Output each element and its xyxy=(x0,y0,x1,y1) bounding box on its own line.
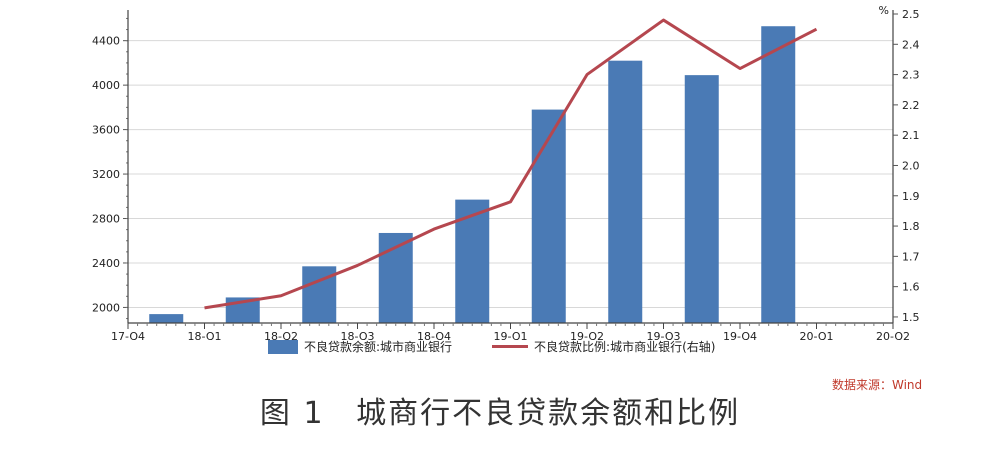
bar-19-Q4 xyxy=(684,75,719,324)
y-left-tick-label: 3600 xyxy=(92,124,120,137)
y-right-tick-label: 1.5 xyxy=(902,311,920,324)
y-right-tick-label: 2.4 xyxy=(902,38,920,51)
y-right-tick-label: 1.6 xyxy=(902,281,920,294)
y-right-tick-label: 2.1 xyxy=(902,129,920,142)
y-left-tick-label: 2400 xyxy=(92,257,120,270)
y-right-tick-label: 1.9 xyxy=(902,190,920,203)
legend-item-ratio: 不良贷款比例:城市商业银行(右轴) xyxy=(492,338,715,355)
chart: 2000 2400 2800 3200 3600 4000 4400 1.5 1.6 1.7 1.8… xyxy=(92,4,920,340)
figure-number: 图 1 xyxy=(259,396,325,431)
legend-label-ratio: 不良贷款比例:城市商业银行(右轴) xyxy=(534,340,716,354)
legend: 不良贷款余额:城市商业银行 不良贷款比例:城市商业银行(右轴) xyxy=(268,338,755,355)
bar-20-Q1 xyxy=(761,26,796,323)
legend-label-balance: 不良贷款余额:城市商业银行 xyxy=(304,340,453,354)
legend-swatch-bar xyxy=(268,339,298,354)
bar-18-Q1 xyxy=(149,314,184,323)
x-tick-label: 18-Q4 xyxy=(417,330,451,340)
legend-item-balance: 不良贷款余额:城市商业银行 xyxy=(268,338,452,355)
bar-19-Q2 xyxy=(531,109,566,323)
y-left-tick-label: 3200 xyxy=(92,168,120,181)
y-right-tick-label: 1.8 xyxy=(902,220,920,233)
x-tick-label: 17-Q4 xyxy=(111,330,145,340)
x-tick-label: 18-Q2 xyxy=(264,330,298,340)
y-right-tick-label: 2.2 xyxy=(902,99,920,112)
y-left-tick-label: 2000 xyxy=(92,301,120,314)
y-left-tick-label: 2800 xyxy=(92,213,120,226)
x-tick-label: 18-Q1 xyxy=(187,330,221,340)
y-right-tick-label: 2.3 xyxy=(902,69,920,82)
y-right-tick-label: 1.7 xyxy=(902,250,920,263)
ratio-line xyxy=(204,18,818,310)
legend-swatch-line xyxy=(492,345,529,348)
y-right-unit-label: % xyxy=(879,4,889,17)
x-tick-label: 19-Q2 xyxy=(570,330,604,340)
x-tick-label: 19-Q3 xyxy=(646,330,680,340)
y-left-tick-label: 4000 xyxy=(92,79,120,92)
y-right-tick-label: 2.5 xyxy=(902,8,920,21)
x-tick-label: 20-Q1 xyxy=(799,330,833,340)
y-right-tick-label: 2.0 xyxy=(902,159,920,172)
source-note: 数据来源：Wind xyxy=(832,378,923,392)
figure-caption: 图 1 城商行不良贷款余额和比例 xyxy=(0,388,1000,432)
figure-title: 城商行不良贷款余额和比例 xyxy=(356,396,741,431)
x-tick-label: 19-Q4 xyxy=(723,330,757,340)
x-tick-label: 18-Q3 xyxy=(340,330,374,340)
x-tick-label: 19-Q1 xyxy=(493,330,527,340)
bar-19-Q3 xyxy=(608,60,643,324)
y-left-tick-label: 4400 xyxy=(92,35,120,48)
x-tick-label: 20-Q2 xyxy=(876,330,910,340)
